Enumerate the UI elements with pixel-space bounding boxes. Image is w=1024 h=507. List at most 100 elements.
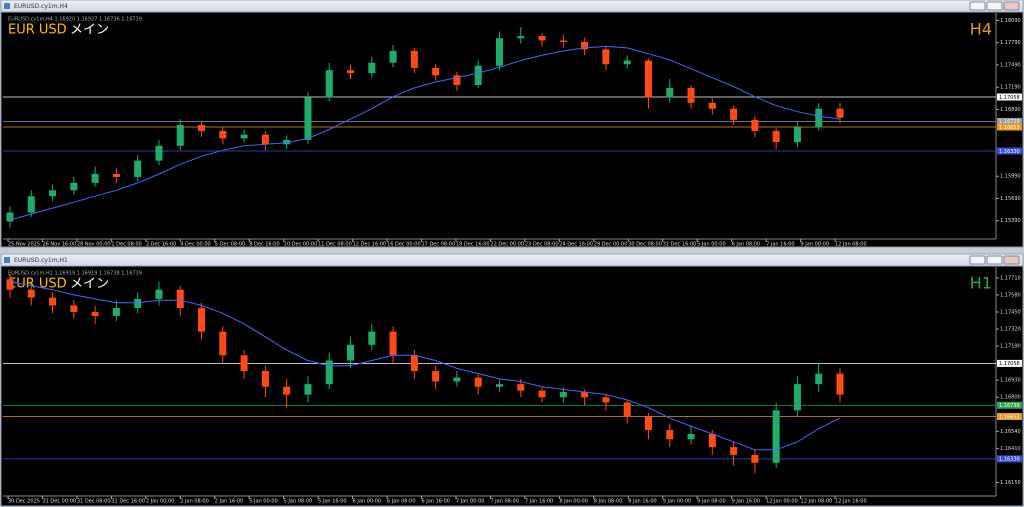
candle-body: [623, 402, 631, 417]
candle-body: [708, 433, 716, 448]
symbol-label: EUR USD: [8, 277, 67, 292]
candle-body: [176, 125, 184, 146]
candle-body: [155, 145, 163, 161]
x-tick-label: 10 Dec 00:00: [284, 242, 318, 248]
candle-body: [219, 331, 227, 356]
price-level-label: 1.16653: [999, 125, 1020, 131]
x-tick-label: 12 Jan 16:00: [835, 499, 867, 505]
y-tick-label: 1.15390: [1000, 218, 1021, 224]
price-level-tag: [997, 413, 1022, 421]
candle-body: [581, 391, 589, 398]
price-level-label: 1.16653: [999, 414, 1020, 420]
candle-body: [155, 289, 163, 299]
candle-body: [261, 134, 269, 145]
x-tick-label: 30 Dec 08:00: [628, 242, 662, 248]
price-chart: EURUSD.cy1m,H1 1.16919 1.16919 1.16738 1…: [3, 271, 1022, 505]
candle-body: [793, 384, 801, 411]
candle-body: [538, 390, 546, 398]
window-button[interactable]: [986, 255, 1003, 265]
x-tick-label: 5 Jan 16:00: [318, 499, 346, 505]
candle-body: [432, 67, 440, 76]
candle-body: [198, 308, 206, 332]
x-tick-label: 9 Jan 00:00: [663, 499, 691, 505]
candle-body: [453, 377, 461, 382]
candle-body: [772, 130, 780, 143]
info-line: EURUSD.cy1m,H1 1.16919 1.16919 1.16738 1…: [8, 271, 142, 277]
x-tick-label: 7 Jan 08:00: [490, 499, 518, 505]
candle-body: [283, 139, 291, 145]
x-tick-label: 23 Dec 08:00: [525, 242, 559, 248]
y-tick-label: 1.16410: [1000, 446, 1021, 452]
chart-window: EURUSD.cy1m,H4: [0, 0, 1024, 248]
x-tick-label: 22 Dec 00:00: [490, 242, 524, 248]
candle-body: [495, 384, 503, 387]
candle-body: [772, 410, 780, 463]
y-tick-label: 1.17450: [1000, 309, 1021, 315]
x-tick-label: 31 Dec 16:00: [663, 242, 697, 248]
tag-label: メイン: [70, 23, 109, 38]
y-tick-label: 1.17710: [1000, 275, 1021, 281]
x-tick-label: 6 Jan 08:00: [387, 499, 415, 505]
window-button[interactable]: [1003, 1, 1020, 11]
x-tick-label: 9 Jan 00:00: [801, 242, 829, 248]
symbol-label: EUR USD: [8, 23, 67, 38]
price-level-tag: [997, 117, 1022, 125]
window-button[interactable]: [1003, 255, 1020, 265]
price-level-label: 1.16330: [999, 149, 1020, 155]
title-bar: [0, 253, 1024, 267]
candle-body: [91, 311, 99, 316]
candle-body: [304, 384, 312, 395]
price-level-tag: [997, 401, 1022, 409]
x-tick-label: 17 Dec 08:00: [422, 242, 456, 248]
x-tick-label: 11 Dec 08:00: [318, 242, 352, 248]
price-chart: EURUSD.cy1m,H4 1.16920 1.16927 1.16736 1…: [3, 17, 1022, 248]
candle-body: [538, 36, 546, 41]
info-line: EURUSD.cy1m,H4 1.16920 1.16927 1.16736 1…: [8, 17, 142, 23]
candle-body: [836, 108, 844, 118]
candle-body: [474, 377, 482, 387]
x-tick-label: 5 Dec 08:00: [215, 242, 245, 248]
candle-body: [134, 160, 142, 177]
candle-body: [347, 70, 355, 74]
y-tick-label: 1.18090: [1000, 18, 1021, 24]
candle-body: [730, 108, 738, 120]
x-tick-label: 2 Jan 08:00: [180, 499, 208, 505]
x-tick-label: 6 Jan 08:00: [732, 242, 760, 248]
candle-body: [793, 127, 801, 143]
window-button[interactable]: [969, 255, 986, 265]
timeframe-label: H1: [970, 274, 992, 293]
y-tick-label: 1.17490: [1000, 62, 1021, 68]
candle-body: [198, 125, 206, 131]
candle-body: [134, 298, 142, 309]
candle-body: [70, 182, 78, 191]
timeframe-label: H4: [970, 20, 992, 39]
y-tick-label: 1.16930: [1000, 378, 1021, 384]
price-level-label: 1.16330: [999, 457, 1020, 463]
candle-body: [70, 305, 78, 312]
price-level-tag: [997, 93, 1022, 101]
candle-body: [453, 75, 461, 85]
candle-body: [474, 65, 482, 85]
candle-body: [602, 49, 610, 65]
window-title: EURUSD.cy1m,H1: [14, 257, 68, 264]
x-tick-label: 31 Dec 16:00: [111, 499, 145, 505]
price-level-tag: [997, 359, 1022, 367]
candle-body: [815, 373, 823, 385]
y-tick-label: 1.16150: [1000, 480, 1021, 486]
window-button[interactable]: [969, 1, 986, 11]
candle-body: [410, 50, 418, 68]
candle-body: [517, 384, 525, 391]
x-tick-label: 7 Jan 16:00: [525, 499, 553, 505]
candle-body: [261, 371, 269, 387]
candle-body: [644, 60, 652, 98]
x-tick-label: 25 Nov 2025: [8, 242, 40, 248]
candle-body: [495, 38, 503, 66]
candle-body: [283, 386, 291, 395]
candle-body: [368, 62, 376, 74]
price-level-label: 1.16739: [999, 403, 1020, 409]
price-level-label: 1.17058: [999, 361, 1020, 367]
x-tick-label: 2 Jan 00:00: [146, 499, 174, 505]
candle-body: [666, 87, 674, 98]
window-button[interactable]: [986, 1, 1003, 11]
candle-body: [666, 430, 674, 440]
